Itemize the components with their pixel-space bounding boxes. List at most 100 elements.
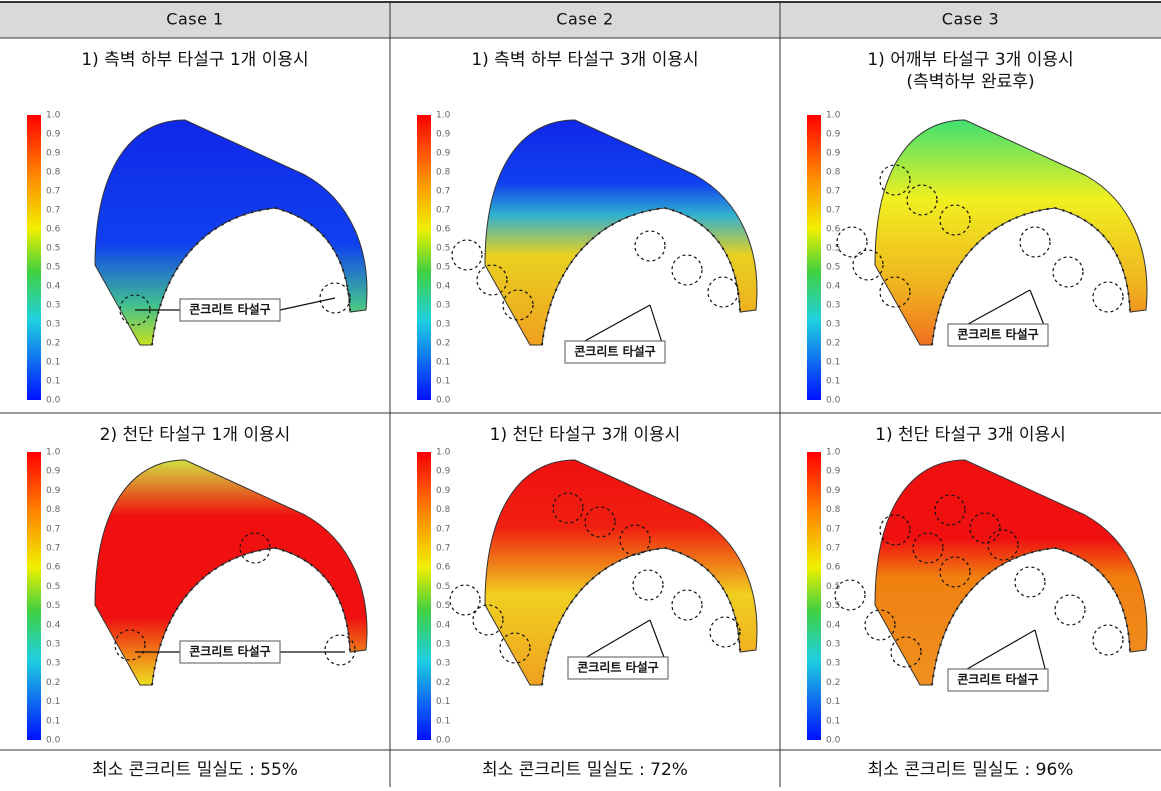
tunnel-edge xyxy=(151,546,351,686)
colorbar xyxy=(417,452,431,740)
callout-box xyxy=(567,656,669,680)
colorbar-label: 0.9 xyxy=(46,467,61,477)
caption: 1) 천단 타설구 3개 이용시 xyxy=(875,425,1066,445)
colorbar-label: 0.8 xyxy=(436,168,451,178)
colorbar-label: 0.3 xyxy=(46,301,60,311)
colorbar-label: 0.4 xyxy=(826,620,841,630)
colorbar-label: 0.9 xyxy=(436,467,451,477)
colorbar-label: 0.1 xyxy=(826,697,840,707)
colorbar-label: 0.6 xyxy=(436,225,451,235)
callout-box xyxy=(947,323,1049,347)
colorbar-label: 0.4 xyxy=(436,282,451,292)
footer-note: 최소 콘크리트 밀실도 : 96% xyxy=(868,760,1074,780)
dashed-circle xyxy=(476,264,508,296)
tunnel-edge xyxy=(541,206,741,346)
dashed-circle xyxy=(906,184,938,216)
caption: (측벽하부 완료후) xyxy=(906,72,1034,92)
dashed-circle xyxy=(834,579,866,611)
column-header: Case 1 xyxy=(166,10,223,29)
tunnel-edge xyxy=(151,206,351,346)
dashed-circle xyxy=(619,524,651,556)
colorbar-label: 0.3 xyxy=(826,640,840,650)
caption: 1) 어깨부 타설구 3개 이용시 xyxy=(867,50,1073,70)
colorbar-label: 0.8 xyxy=(436,505,451,515)
contour-shape xyxy=(94,119,368,346)
colorbar-label: 1.0 xyxy=(436,448,451,458)
colorbar-label: 0.0 xyxy=(826,396,841,406)
colorbar-label: 1.0 xyxy=(826,111,841,121)
colorbar-label: 0.5 xyxy=(826,263,840,273)
colorbar-label: 1.0 xyxy=(826,448,841,458)
dashed-circle xyxy=(552,492,584,524)
colorbar-label: 0.4 xyxy=(46,620,61,630)
colorbar-label: 0.7 xyxy=(826,206,840,216)
colorbar-label: 0.1 xyxy=(826,716,840,726)
dashed-circle xyxy=(671,589,703,621)
colorbar-label: 0.2 xyxy=(436,678,450,688)
dashed-circle xyxy=(864,609,896,641)
colorbar-label: 0.4 xyxy=(826,282,841,292)
colorbar-label: 0.0 xyxy=(46,736,61,746)
colorbar-label: 0.9 xyxy=(436,130,451,140)
dashed-circle xyxy=(584,506,616,538)
colorbar xyxy=(807,452,821,740)
tunnel-edge xyxy=(541,546,741,686)
colorbar-label: 0.5 xyxy=(46,601,60,611)
dashed-circle xyxy=(709,616,741,648)
colorbar-label: 0.5 xyxy=(826,244,840,254)
colorbar-label: 0.3 xyxy=(436,301,450,311)
colorbar-label: 0.7 xyxy=(46,187,60,197)
colorbar-label: 0.0 xyxy=(436,396,451,406)
colorbar-label: 0.1 xyxy=(436,716,450,726)
colorbar-label: 0.3 xyxy=(826,320,840,330)
dashed-circle xyxy=(934,494,966,526)
colorbar-label: 0.8 xyxy=(46,505,61,515)
colorbar-label: 0.8 xyxy=(46,168,61,178)
contour-shape xyxy=(94,459,368,686)
dashed-circle xyxy=(1054,594,1086,626)
contour-shape xyxy=(484,119,758,346)
colorbar-label: 0.1 xyxy=(46,377,60,387)
tunnel-edge xyxy=(931,546,1131,686)
colorbar-label: 0.9 xyxy=(46,149,61,159)
colorbar-label: 1.0 xyxy=(436,111,451,121)
colorbar-label: 0.9 xyxy=(826,149,841,159)
dashed-circle xyxy=(502,289,534,321)
colorbar-label: 0.2 xyxy=(436,339,450,349)
colorbar-label: 0.3 xyxy=(436,640,450,650)
dashed-circle xyxy=(836,226,868,258)
colorbar-label: 0.3 xyxy=(826,659,840,669)
colorbar-label: 1.0 xyxy=(46,448,61,458)
colorbar-label: 0.1 xyxy=(826,358,840,368)
footer-note: 최소 콘크리트 밀실도 : 55% xyxy=(92,760,298,780)
colorbar-label: 0.3 xyxy=(46,320,60,330)
colorbar-label: 0.5 xyxy=(46,244,60,254)
colorbar-label: 0.1 xyxy=(436,358,450,368)
caption: 1) 측벽 하부 타설구 1개 이용시 xyxy=(81,50,308,70)
dashed-circle xyxy=(472,604,504,636)
colorbar-label: 0.5 xyxy=(436,244,450,254)
dashed-circle xyxy=(671,254,703,286)
header-bg xyxy=(0,2,1161,38)
colorbar xyxy=(27,452,41,740)
colorbar xyxy=(807,115,821,400)
colorbar xyxy=(27,115,41,400)
footer-note: 최소 콘크리트 밀실도 : 72% xyxy=(482,760,688,780)
colorbar-label: 0.1 xyxy=(46,358,60,368)
colorbar-label: 0.0 xyxy=(436,736,451,746)
colorbar-label: 0.8 xyxy=(826,505,841,515)
colorbar-label: 0.0 xyxy=(46,396,61,406)
colorbar-label: 0.1 xyxy=(826,377,840,387)
colorbar-label: 0.9 xyxy=(436,149,451,159)
contour-shape xyxy=(874,459,1148,686)
dashed-circle xyxy=(879,514,911,546)
colorbar-label: 0.2 xyxy=(826,339,840,349)
colorbar-label: 0.5 xyxy=(436,582,450,592)
colorbar-label: 0.7 xyxy=(46,544,60,554)
callout-box xyxy=(947,668,1049,692)
colorbar-label: 0.9 xyxy=(46,130,61,140)
dashed-circle xyxy=(1019,226,1051,258)
column-header: Case 3 xyxy=(942,10,999,29)
dashed-circle xyxy=(632,569,664,601)
